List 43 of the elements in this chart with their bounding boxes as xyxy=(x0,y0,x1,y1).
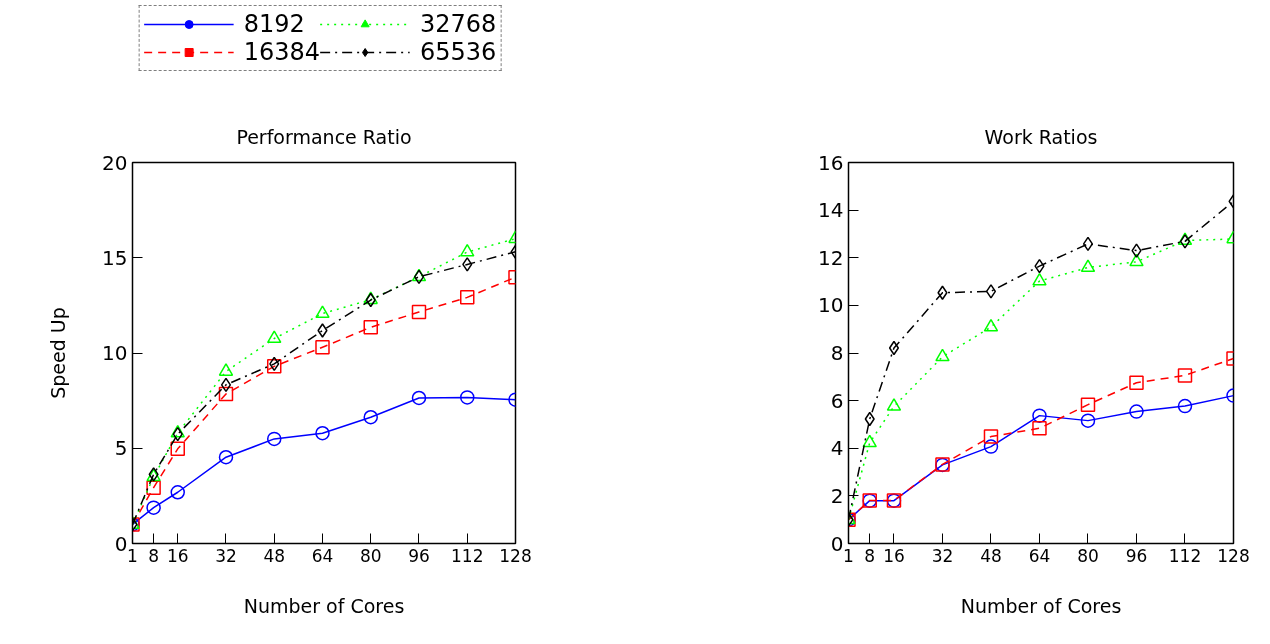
y-tick-label: 15 xyxy=(102,245,128,270)
legend-label: 16384 xyxy=(243,37,320,66)
x-tick-label: 112 xyxy=(451,545,484,566)
x-axis-title: Number of Cores xyxy=(960,594,1122,617)
legend-label: 8192 xyxy=(243,9,305,38)
y-tick-label: 6 xyxy=(830,388,844,413)
x-tick-label: 128 xyxy=(1217,545,1250,566)
x-tick-label: 48 xyxy=(980,545,1002,566)
x-axis-title: Number of Cores xyxy=(243,594,405,617)
y-tick-label: 10 xyxy=(102,341,128,365)
y-tick-label: 0 xyxy=(830,531,844,556)
x-tick-label: 32 xyxy=(931,545,954,566)
y-tick-label: 2 xyxy=(830,483,844,508)
y-tick-label: 12 xyxy=(818,245,844,270)
x-tick-label: 32 xyxy=(215,545,237,566)
y-tick-label: 5 xyxy=(114,436,128,461)
x-tick-label: 48 xyxy=(263,545,286,566)
x-tick-label: 8 xyxy=(864,545,876,566)
y-tick-label: 8 xyxy=(830,341,844,365)
y-tick-label: 10 xyxy=(818,293,844,318)
y-tick-label: 4 xyxy=(830,436,844,461)
y-tick-label: 14 xyxy=(818,198,844,223)
x-tick-label: 80 xyxy=(1077,545,1099,566)
x-tick-label: 112 xyxy=(1168,545,1202,566)
x-tick-label: 64 xyxy=(311,545,334,566)
x-tick-label: 1 xyxy=(127,545,138,566)
x-tick-label: 1 xyxy=(843,545,854,566)
x-tick-label: 96 xyxy=(1125,545,1148,566)
chart-title: Work Ratios xyxy=(984,125,1098,148)
x-tick-label: 16 xyxy=(883,545,905,566)
x-tick-label: 96 xyxy=(408,545,430,566)
x-tick-label: 128 xyxy=(499,545,532,566)
y-tick-label: 16 xyxy=(818,150,844,175)
y-tick-label: 20 xyxy=(102,150,128,175)
legend-label: 65536 xyxy=(420,37,497,66)
x-tick-label: 8 xyxy=(148,545,160,566)
legend-label: 32768 xyxy=(420,9,497,38)
y-tick-label: 0 xyxy=(114,531,128,556)
x-tick-label: 64 xyxy=(1028,545,1051,566)
chart-title: Performance Ratio xyxy=(236,125,412,148)
x-tick-label: 80 xyxy=(359,545,382,566)
x-tick-label: 16 xyxy=(166,545,189,566)
y-axis-title: Speed Up xyxy=(47,307,70,399)
